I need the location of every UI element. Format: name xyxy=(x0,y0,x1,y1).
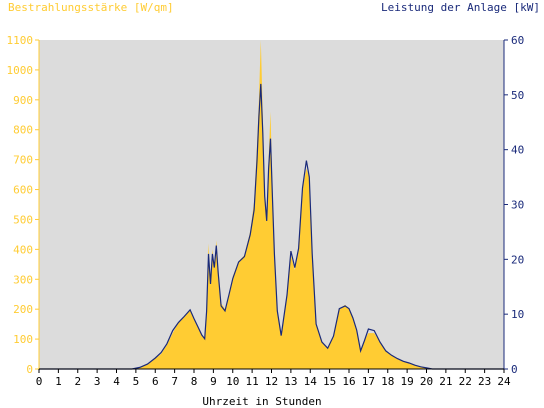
left-tick-label: 600 xyxy=(13,184,33,197)
power-line xyxy=(39,83,504,370)
right-tick-label: 30 xyxy=(511,199,524,212)
x-tick-label: 17 xyxy=(362,375,375,388)
x-tick-label: 19 xyxy=(401,375,414,388)
x-tick-label: 1 xyxy=(55,375,62,388)
x-axis: 0 1 2 3 4 5 6 7 8 9 10 11 12 13 14 15 16 17 18 19 20 21 22 23 24 xyxy=(36,368,511,388)
x-tick-label: 15 xyxy=(323,375,336,388)
irradiance-area xyxy=(39,40,504,369)
right-tick-label: 50 xyxy=(511,89,524,102)
right-tick-label: 20 xyxy=(511,253,524,266)
left-axis: 0 100 200 300 400 500 600 700 800 900 1000 1100 xyxy=(7,34,40,376)
x-tick-label: 18 xyxy=(381,375,394,388)
x-tick-label: 0 xyxy=(36,375,43,388)
left-tick-label: 100 xyxy=(13,333,33,346)
x-tick-label: 5 xyxy=(133,375,140,388)
left-tick-label: 0 xyxy=(26,363,33,376)
x-tick-label: 2 xyxy=(74,375,81,388)
x-tick-label: 20 xyxy=(420,375,433,388)
left-tick-label: 300 xyxy=(13,273,33,286)
x-tick-label: 4 xyxy=(113,375,120,388)
right-tick-label: 0 xyxy=(511,363,518,376)
x-tick-label: 22 xyxy=(459,375,472,388)
x-tick-label: 16 xyxy=(342,375,355,388)
left-axis-title: Bestrahlungsstärke [W/qm] xyxy=(8,1,174,14)
x-tick-label: 23 xyxy=(478,375,491,388)
left-tick-label: 1000 xyxy=(7,64,34,77)
left-tick-label: 400 xyxy=(13,243,33,256)
right-tick-label: 10 xyxy=(511,308,524,321)
right-tick-label: 40 xyxy=(511,144,524,157)
x-tick-label: 6 xyxy=(152,375,159,388)
left-tick-label: 200 xyxy=(13,303,33,316)
left-tick-label: 900 xyxy=(13,94,33,107)
x-tick-label: 21 xyxy=(439,375,452,388)
x-tick-label: 14 xyxy=(304,375,318,388)
x-tick-label: 11 xyxy=(246,375,259,388)
x-tick-label: 13 xyxy=(284,375,297,388)
right-axis-title: Leistung der Anlage [kW] xyxy=(381,1,540,14)
x-tick-label: 9 xyxy=(210,375,217,388)
x-tick-label: 12 xyxy=(265,375,278,388)
left-tick-label: 700 xyxy=(13,154,33,167)
left-tick-label: 500 xyxy=(13,213,33,226)
right-tick-label: 60 xyxy=(511,34,524,47)
x-tick-label: 3 xyxy=(94,375,101,388)
x-axis-title: Uhrzeit in Stunden xyxy=(202,395,321,408)
x-tick-label: 24 xyxy=(497,375,511,388)
x-tick-label: 10 xyxy=(226,375,239,388)
left-tick-label: 800 xyxy=(13,124,33,137)
x-tick-label: 8 xyxy=(191,375,198,388)
right-axis: 0 10 20 30 40 50 60 xyxy=(503,34,524,376)
x-tick-label: 7 xyxy=(171,375,178,388)
left-tick-label: 1100 xyxy=(7,34,34,47)
